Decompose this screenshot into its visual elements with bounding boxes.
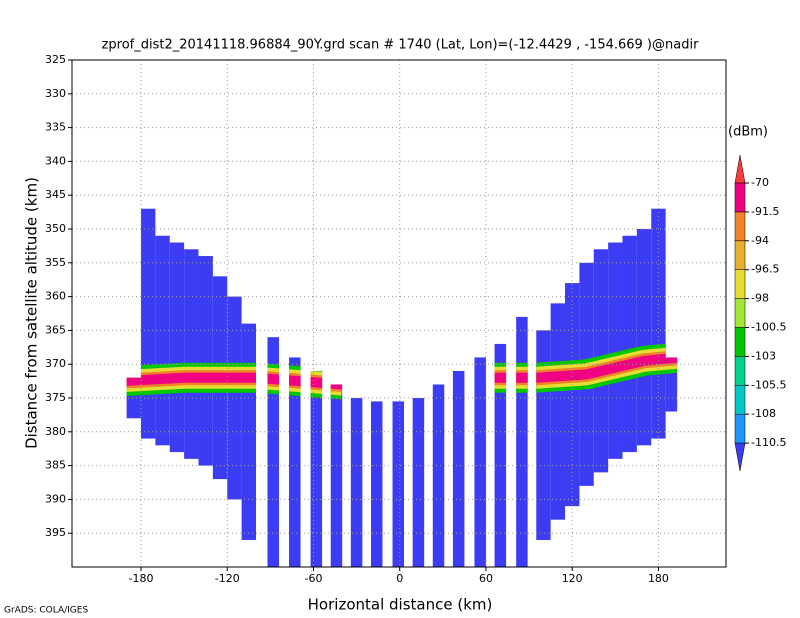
swath-column: [550, 303, 566, 520]
swath-column: [432, 384, 445, 567]
y-tick-label: 360: [45, 290, 66, 303]
y-tick-label: 340: [45, 154, 66, 167]
x-tick-label: 120: [562, 572, 583, 585]
x-tick-label: -120: [215, 572, 240, 585]
swath-column: [474, 357, 486, 567]
colorbar-segment: [734, 327, 746, 357]
colorbar-label: -108: [751, 407, 776, 420]
colorbar-segment: [734, 240, 746, 270]
swath-column: [651, 208, 666, 439]
swath-column: [184, 249, 199, 459]
swath-column: [608, 242, 623, 459]
swath-column: [350, 398, 363, 567]
x-tick-label: -60: [304, 572, 322, 585]
y-tick-label: 390: [45, 492, 66, 505]
swath-column: [198, 256, 213, 466]
x-tick-label: 60: [479, 572, 493, 585]
band-level: [126, 352, 678, 390]
y-tick-label: 325: [45, 53, 66, 66]
colorbar-segment: [734, 413, 746, 444]
y-tick-label: 380: [45, 425, 66, 438]
x-tick-label: 0: [396, 572, 403, 585]
colorbar-label: -100.5: [751, 321, 786, 334]
x-tick-label: 180: [648, 572, 669, 585]
colorbar-label: -70: [751, 176, 769, 189]
y-tick-label: 330: [45, 87, 66, 100]
swath-column: [169, 242, 185, 453]
swath-column: [267, 337, 279, 567]
colorbar-segment: [734, 211, 746, 242]
y-tick-label: 350: [45, 222, 66, 235]
swath-column: [412, 398, 425, 567]
y-axis-label: Distance from satellite altitude (km): [23, 177, 41, 449]
chart-title: zprof_dist2_20141118.96884_90Y.grd scan …: [102, 38, 700, 53]
y-tick-label: 385: [45, 459, 66, 472]
colorbar-label: -98: [751, 292, 769, 305]
colorbar-label: -103: [751, 349, 776, 362]
x-axis-label: Horizontal distance (km): [308, 596, 493, 614]
y-tick-label: 365: [45, 323, 66, 336]
swath-column: [452, 370, 465, 567]
colorbar-label: -94: [751, 234, 769, 247]
y-tick-label: 335: [45, 121, 66, 134]
x-tick-label: -180: [129, 572, 154, 585]
swath-column: [494, 343, 507, 567]
y-tick-label: 395: [45, 526, 66, 539]
swath-column: [155, 235, 170, 446]
colorbar-units: (dBm): [728, 125, 768, 140]
swath-column: [636, 229, 652, 446]
plot-frame: [71, 59, 727, 568]
y-tick-label: 370: [45, 357, 66, 370]
swath-column: [392, 401, 405, 567]
colorbar-segment: [734, 356, 746, 386]
swath-column: [227, 296, 242, 500]
colorbar-bottom: [734, 442, 746, 472]
colorbar-top: [734, 154, 746, 184]
swath-column: [330, 384, 343, 567]
swath-column: [565, 283, 580, 507]
colorbar-segment: [734, 298, 746, 328]
swath-column: [622, 235, 637, 453]
y-tick-label: 345: [45, 188, 66, 201]
swath-column: [370, 401, 383, 567]
colorbar-segment: [734, 269, 746, 299]
swath-column: [140, 208, 156, 439]
colorbar-label: -91.5: [751, 205, 779, 218]
y-tick-label: 355: [45, 256, 66, 269]
colorbar-segment: [734, 385, 746, 415]
swath-column: [516, 316, 528, 567]
footer: GrADS: COLA/IGES: [4, 606, 88, 616]
colorbar-label: -110.5: [751, 436, 786, 449]
colorbar-segment: [734, 182, 746, 213]
band-group: [126, 342, 678, 400]
y-tick-label: 375: [45, 391, 66, 404]
colorbar-label: -105.5: [751, 378, 786, 391]
colorbar-label: -96.5: [751, 263, 779, 276]
swath-column: [310, 370, 323, 567]
swath-column: [536, 330, 551, 540]
swath-column: [289, 357, 301, 567]
swath-column: [665, 357, 678, 412]
